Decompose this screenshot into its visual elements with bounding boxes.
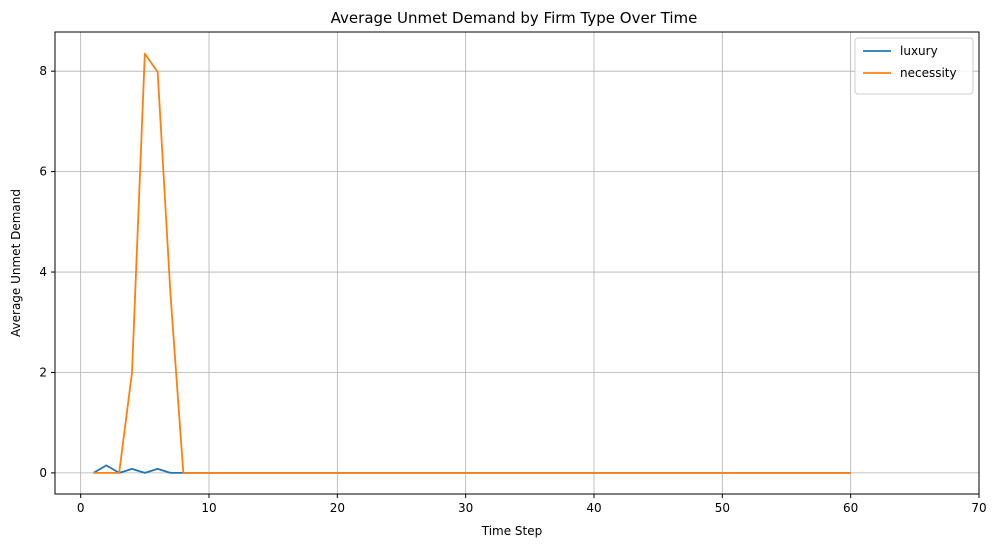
- x-tick-label-7: 70: [971, 501, 986, 515]
- plot-frame: [54, 31, 980, 495]
- legend-label-necessity: necessity: [900, 66, 957, 80]
- x-axis-label: Time Step: [481, 524, 543, 538]
- plot-border: [54, 31, 980, 495]
- y-tick-label-1: 2: [39, 365, 47, 379]
- y-tick-label-4: 8: [39, 64, 47, 78]
- x-tick-label-4: 40: [586, 501, 601, 515]
- y-tick-label-2: 4: [39, 265, 47, 279]
- x-tick-label-0: 0: [77, 501, 85, 515]
- y-tick-label-0: 0: [39, 466, 47, 480]
- axis-ticks: 0 10 20 30 40 50 60 70 0 2 4 6 8: [39, 64, 986, 515]
- x-tick-label-1: 10: [201, 501, 216, 515]
- legend-label-luxury: luxury: [900, 44, 938, 58]
- series-line-luxury: [93, 464, 851, 474]
- y-axis-label: Average Unmet Demand: [9, 189, 23, 337]
- x-tick-label-5: 50: [715, 501, 730, 515]
- legend-box: [854, 37, 974, 95]
- y-tick-label-3: 6: [39, 165, 47, 179]
- x-tick-label-3: 30: [458, 501, 473, 515]
- legend: luxury necessity: [854, 37, 974, 95]
- grid-lines: [55, 32, 980, 494]
- x-tick-label-6: 60: [843, 501, 858, 515]
- x-tick-label-2: 20: [330, 501, 345, 515]
- series-line-necessity: [93, 52, 851, 474]
- series-lines: [93, 52, 851, 474]
- chart-title: Average Unmet Demand by Firm Type Over T…: [331, 9, 698, 27]
